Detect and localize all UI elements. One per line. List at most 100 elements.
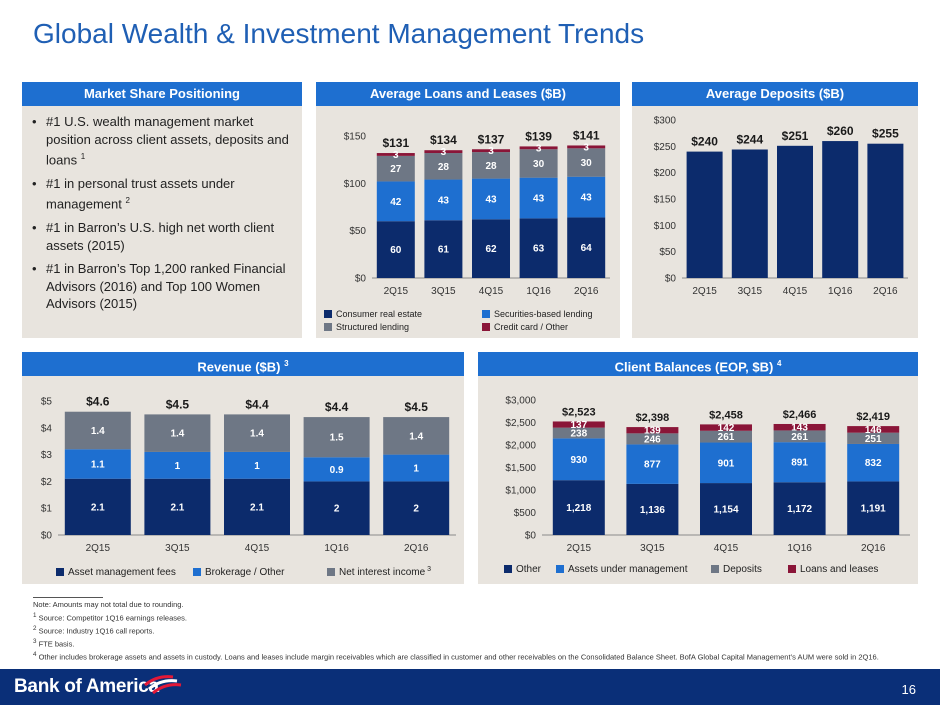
revenue-header: Revenue ($B) 3 xyxy=(22,352,464,376)
bar-segment xyxy=(383,481,450,535)
x-tick-label: 1Q16 xyxy=(324,543,349,554)
x-tick-label: 3Q15 xyxy=(640,543,665,554)
bar-segment xyxy=(777,145,813,278)
bar-segment xyxy=(552,438,605,481)
x-tick-label: 3Q15 xyxy=(165,543,190,554)
bullet-item: #1 in Barron’s U.S. high net worth clien… xyxy=(32,219,300,254)
bar-value-label: 1 xyxy=(254,461,260,472)
bar-total-label: $2,458 xyxy=(709,409,743,421)
bar-segment xyxy=(303,481,370,535)
bar-segment xyxy=(773,482,826,535)
bar-segment xyxy=(472,149,510,153)
bar-value-label: 28 xyxy=(438,162,450,173)
bar-segment xyxy=(552,421,605,428)
y-tick-label: $0 xyxy=(665,274,677,285)
bar-value-label: 139 xyxy=(644,426,661,437)
bar-total-label: $131 xyxy=(382,136,409,150)
bar-segment xyxy=(376,155,415,182)
bar-total-label: $4.5 xyxy=(166,397,190,411)
x-tick-label: 2Q15 xyxy=(86,543,111,554)
legend-label: Deposits xyxy=(723,564,762,575)
bar-value-label: 137 xyxy=(570,420,587,431)
legend-swatch xyxy=(482,323,490,331)
bar-total-label: $244 xyxy=(736,132,763,146)
y-tick-label: $3 xyxy=(41,450,53,461)
deposits-header: Average Deposits ($B) xyxy=(632,82,918,106)
x-tick-label: 4Q15 xyxy=(783,286,808,297)
x-tick-label: 1Q16 xyxy=(787,543,812,554)
x-tick-label: 2Q16 xyxy=(404,543,429,554)
flag-logo-icon xyxy=(144,675,182,695)
bar-segment xyxy=(567,148,606,177)
legend-swatch xyxy=(324,323,332,331)
x-tick-label: 2Q15 xyxy=(384,286,409,297)
legend-swatch xyxy=(504,565,512,573)
bar-segment xyxy=(847,481,900,535)
bar-segment xyxy=(144,414,211,452)
bar-segment xyxy=(773,442,826,483)
y-tick-label: $50 xyxy=(659,247,676,258)
legend-swatch xyxy=(556,565,564,573)
y-tick-label: $100 xyxy=(654,221,677,232)
bar-segment xyxy=(700,442,752,484)
x-tick-label: 2Q15 xyxy=(692,286,717,297)
bar-value-label: 1,218 xyxy=(566,503,591,514)
bar-segment xyxy=(424,179,463,221)
bar-value-label: 0.9 xyxy=(330,465,344,476)
x-tick-label: 1Q16 xyxy=(526,286,551,297)
bar-segment xyxy=(700,424,752,431)
bar-segment xyxy=(700,483,752,535)
y-tick-label: $0 xyxy=(355,274,367,285)
bar-value-label: 3 xyxy=(488,146,494,157)
bullet-item: #1 in Barron’s Top 1,200 ranked Financia… xyxy=(32,260,300,313)
bar-total-label: $240 xyxy=(691,135,718,149)
market-share-header: Market Share Positioning xyxy=(22,82,302,106)
bar-value-label: 2.1 xyxy=(250,502,264,513)
bar-segment xyxy=(424,220,463,278)
bar-segment xyxy=(773,430,826,443)
revenue-chart: $0 $1 $2 $3 $4 $5 2.1 1.1 1.4 $4.6 2Q15 2.1 1 1.4 $4.5… xyxy=(41,395,456,578)
bar-value-label: 3 xyxy=(441,147,447,158)
y-tick-label: $1,000 xyxy=(505,486,536,497)
bar-segment xyxy=(519,149,558,178)
bullet-item: #1 in personal trust assets under manage… xyxy=(32,175,300,213)
legend-label: Assets under management xyxy=(568,564,688,575)
bar-value-label: 1.4 xyxy=(170,429,184,440)
loans-chart: $0$50$100$1506042273$1312Q156143283$1343… xyxy=(324,128,610,332)
bar-total-label: $4.5 xyxy=(405,400,429,414)
balances-header: Client Balances (EOP, $B) 4 xyxy=(478,352,918,376)
bar-segment xyxy=(773,423,826,431)
x-tick-label: 2Q16 xyxy=(861,543,886,554)
bar-segment xyxy=(822,141,859,278)
note-4: 4 Other includes brokerage assets and as… xyxy=(33,650,879,662)
bar-value-label: 1,136 xyxy=(640,505,665,516)
bar-segment xyxy=(224,478,290,535)
bar-segment xyxy=(376,221,415,278)
bar-segment xyxy=(383,417,450,455)
bar-segment xyxy=(731,149,768,278)
bar-total-label: $134 xyxy=(430,133,457,147)
bar-total-label: $255 xyxy=(872,127,899,141)
x-tick-label: 2Q16 xyxy=(873,286,898,297)
legend-swatch xyxy=(482,310,490,318)
bar-segment xyxy=(424,153,463,180)
bar-segment xyxy=(626,433,679,445)
bar-value-label: 142 xyxy=(718,423,735,434)
x-tick-label: 3Q15 xyxy=(431,286,456,297)
y-tick-label: $100 xyxy=(344,179,367,190)
balances-panel xyxy=(478,376,918,584)
legend-swatch xyxy=(324,310,332,318)
legend-label: Other xyxy=(516,564,542,575)
bullet-item: #1 U.S. wealth management market positio… xyxy=(32,113,300,169)
bar-segment xyxy=(519,177,558,219)
bar-segment xyxy=(626,483,679,535)
bar-segment xyxy=(64,449,131,479)
bar-value-label: 43 xyxy=(533,194,545,205)
bar-segment xyxy=(303,417,370,458)
bar-segment xyxy=(567,176,606,218)
market-share-bullets: #1 U.S. wealth management market positio… xyxy=(32,113,300,319)
bar-total-label: $4.6 xyxy=(86,395,110,409)
bar-value-label: 1.4 xyxy=(409,431,423,442)
bar-segment xyxy=(424,150,463,154)
bar-value-label: 3 xyxy=(583,142,589,153)
